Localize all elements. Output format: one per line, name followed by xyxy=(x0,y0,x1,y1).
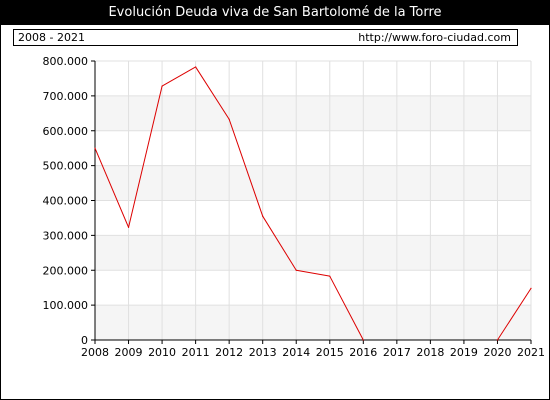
info-bar: 2008 - 2021 http://www.foro-ciudad.com xyxy=(13,29,518,46)
y-tick-label: 700.000 xyxy=(43,90,89,103)
period-label: 2008 - 2021 xyxy=(18,31,85,44)
y-tick-label: 600.000 xyxy=(43,125,89,138)
x-tick-label: 2015 xyxy=(316,346,344,359)
grid-band xyxy=(95,165,531,201)
chart-title: Evolución Deuda viva de San Bartolomé de… xyxy=(0,0,550,25)
y-tick-label: 0 xyxy=(81,334,88,347)
series-line-segment xyxy=(329,275,364,341)
x-tick-label: 2013 xyxy=(249,346,277,359)
series-line-segment xyxy=(497,288,532,341)
grid-band xyxy=(95,305,531,340)
series-line-segment xyxy=(94,147,129,228)
x-tick-label: 2011 xyxy=(182,346,210,359)
x-tick-label: 2008 xyxy=(81,346,109,359)
data-point xyxy=(228,118,230,120)
data-point xyxy=(127,226,130,228)
y-tick-label: 500.000 xyxy=(43,160,89,173)
series-line-segment xyxy=(128,85,163,228)
y-tick-label: 100.000 xyxy=(43,299,89,312)
data-point xyxy=(530,287,532,289)
data-point xyxy=(262,215,264,217)
data-point xyxy=(295,269,297,271)
series-line-segment xyxy=(262,215,297,271)
x-tick-label: 2021 xyxy=(517,346,545,359)
y-tick-label: 800.000 xyxy=(43,55,89,68)
x-tick-label: 2014 xyxy=(282,346,310,359)
x-tick-label: 2010 xyxy=(148,346,176,359)
data-point xyxy=(161,85,163,87)
y-tick-label: 300.000 xyxy=(43,229,89,242)
grid-band xyxy=(95,95,531,131)
series-line-segment xyxy=(195,66,230,120)
x-tick-label: 2017 xyxy=(383,346,411,359)
x-tick-label: 2016 xyxy=(349,346,377,359)
source-link[interactable]: http://www.foro-ciudad.com xyxy=(358,31,511,44)
series-line-segment xyxy=(161,66,196,87)
x-tick-label: 2020 xyxy=(483,346,511,359)
grid-band xyxy=(95,235,531,271)
x-tick-label: 2009 xyxy=(115,346,143,359)
data-point xyxy=(329,275,331,277)
data-point xyxy=(496,339,499,341)
data-point xyxy=(362,339,364,341)
x-tick-label: 2012 xyxy=(215,346,243,359)
x-tick-label: 2018 xyxy=(416,346,444,359)
data-point xyxy=(94,147,96,149)
series-line-segment xyxy=(296,269,330,277)
x-tick-label: 2019 xyxy=(450,346,478,359)
y-tick-label: 200.000 xyxy=(43,264,89,277)
series-line-segment xyxy=(228,119,264,217)
data-point xyxy=(195,66,197,68)
y-tick-label: 400.000 xyxy=(43,195,89,208)
